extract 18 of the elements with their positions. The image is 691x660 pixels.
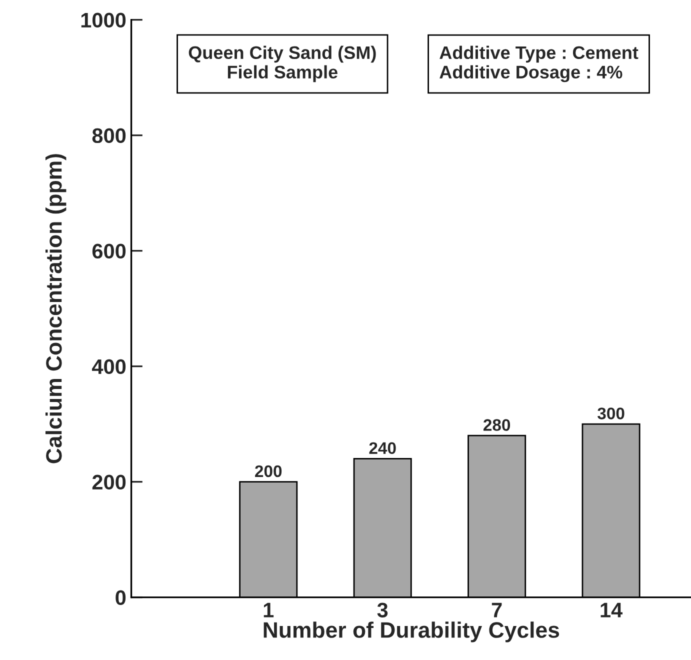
y-axis-title: Calcium Concentration (ppm) [45,154,66,464]
y-tick-label: 200 [92,474,126,490]
x-tick-label: 7 [492,602,502,618]
x-tick-label: 3 [377,602,388,618]
y-tick-label: 1000 [81,12,126,28]
x-tick-label: 1 [264,602,274,618]
y-tick-label: 0 [116,590,126,606]
data-label: 280 [483,419,510,431]
y-tick-label: 600 [92,244,126,259]
data-label: 300 [598,408,624,420]
x-tick-label: 14 [600,602,623,618]
data-label: 200 [255,465,282,478]
annotation: Queen City Sand (SM) Field Sample [188,46,376,82]
x-axis-title: Number of Durability Cycles [264,622,560,642]
data-label: 240 [369,442,396,454]
y-tick-label: 400 [92,359,126,374]
annotation: Additive Type : Cement Additive Dosage : 4% [440,46,638,82]
y-tick-label: 800 [92,128,126,144]
